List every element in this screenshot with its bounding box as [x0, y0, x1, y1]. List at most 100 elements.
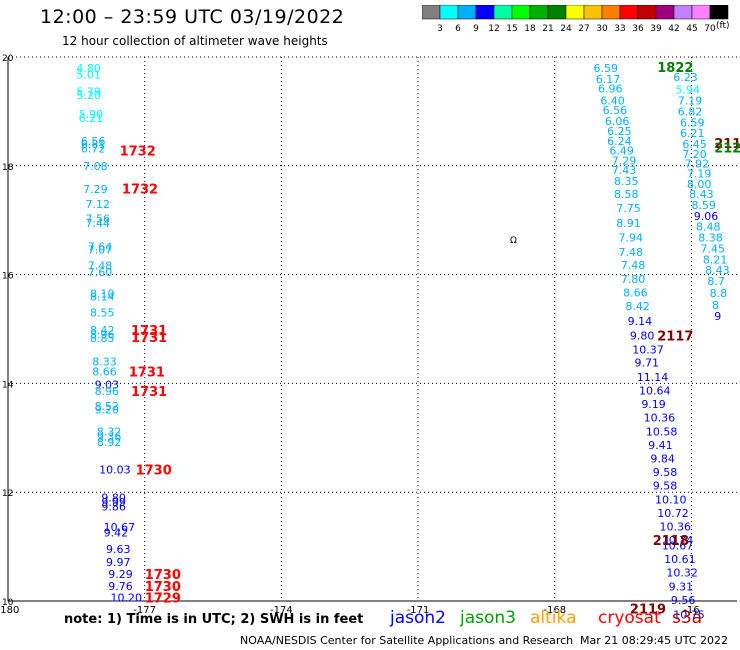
wave-height-label: 5.90 [79, 108, 104, 121]
pass-time-label: 1731 [131, 324, 167, 339]
wave-height-label: 6.40 [600, 95, 625, 108]
wave-height-label: 6.25 [607, 125, 632, 138]
colorbar-legend: 3 6 9 12 15 18 21 24 27 30 33 36 39 42 45 70 [422, 5, 729, 34]
colorbar-tick-label: 18 [524, 24, 536, 34]
colorbar-tick-label: 15 [506, 24, 517, 34]
wave-height-label: 10.75 [673, 609, 705, 622]
wave-height-label: 8.96 [95, 385, 120, 398]
wave-height-label: 5.79 [76, 85, 101, 98]
wave-height-label: 7.45 [701, 242, 726, 255]
colorbar-tick-label: 9 [473, 24, 479, 34]
wave-height-label: 9.86 [101, 500, 126, 513]
chart-title: 12:00 – 23:59 UTC 03/19/2022 [40, 6, 345, 28]
wave-height-label: 9.76 [108, 580, 133, 593]
island-marker: Ω [510, 236, 517, 246]
wave-height-label: 8.8 [710, 287, 728, 300]
wave-height-label: 9 [714, 310, 721, 323]
wave-height-label: 6.21 [79, 112, 104, 125]
pass-time-label: 1822 [657, 61, 693, 76]
colorbar-swatch [709, 5, 729, 20]
wave-height-label: 7.60 [88, 266, 113, 279]
wave-height-label: 9.97 [106, 556, 131, 569]
y-tick-label: 18 [2, 163, 14, 173]
wave-height-label: 7.19 [687, 167, 712, 180]
wave-height-label: 8.00 [687, 178, 712, 191]
wave-height-label: 7.08 [83, 160, 108, 173]
wave-height-label: 7.94 [619, 232, 644, 245]
x-tick-label: -171 [407, 605, 430, 616]
wave-height-label: 8.91 [616, 217, 641, 230]
wave-height-label: 8.10 [90, 288, 115, 301]
pass-time-label: 2119 [630, 603, 666, 618]
wave-height-label: 4.80 [76, 62, 101, 75]
wave-height-label: 9.84 [650, 452, 675, 465]
legend-cryosat: cryosat [598, 608, 661, 628]
wave-height-label: 7.29 [83, 183, 108, 196]
y-tick-label: 12 [2, 489, 13, 499]
wave-height-label: 7.80 [621, 273, 646, 286]
wave-height-label: 7.64 [88, 240, 113, 253]
chart-subtitle: 12 hour collection of altimeter wave hei… [62, 34, 328, 48]
wave-height-label: 5.20 [76, 89, 101, 102]
wave-height-label: 11.14 [637, 371, 669, 384]
wave-height-label: 8 [712, 299, 719, 312]
wave-height-label: 7.92 [685, 158, 710, 171]
wave-height-label: 7.29 [612, 154, 637, 167]
x-tick-label: -180 [0, 605, 19, 616]
wave-height-label: 8.85 [90, 332, 115, 345]
colorbar-tick-label: 6 [455, 24, 461, 34]
pass-time-label: 1730 [145, 568, 181, 583]
wave-height-label: 7.75 [616, 202, 641, 215]
wave-height-label: 8.33 [92, 356, 117, 369]
wave-height-label: 8.48 [696, 221, 721, 234]
wave-height-label: 10.58 [646, 425, 678, 438]
pass-time-label: 1732 [122, 183, 158, 198]
wave-height-label: 6.45 [682, 138, 707, 151]
wave-height-label: 8.43 [689, 188, 714, 201]
wave-height-label: 9.58 [653, 466, 678, 479]
wave-height-label: 10.64 [639, 384, 671, 397]
wave-height-label: 9.29 [108, 568, 133, 581]
y-tick-label: 16 [2, 272, 14, 282]
colorbar-tick-label: 12 [488, 24, 499, 34]
colorbar-tick-label: 24 [560, 24, 572, 34]
wave-height-label: 8.38 [698, 232, 723, 245]
colorbar-tick-label: 33 [614, 24, 625, 34]
wave-height-label: 10.67 [662, 540, 694, 553]
wave-height-label: 7.48 [88, 259, 113, 272]
y-tick-label: 20 [2, 54, 14, 64]
wave-height-label: 6.56 [81, 135, 106, 148]
footer-note: note: 1) Time is in UTC; 2) SWH is in fe… [64, 612, 364, 627]
wave-height-label: 10.61 [664, 553, 696, 566]
wave-height-label: 8.59 [691, 199, 716, 212]
wave-height-label: 9.14 [628, 315, 653, 328]
wave-height-label: 8.92 [97, 436, 122, 449]
wave-height-label: 8.66 [92, 365, 117, 378]
wave-height-label: 8.55 [90, 307, 115, 320]
colorbar-unit: (ft) [716, 21, 730, 31]
wave-height-label: 7.44 [85, 217, 110, 230]
colorbar-tick-label: 3 [437, 24, 443, 34]
wave-height-label: 8.32 [97, 425, 122, 438]
wave-height-label: 6.96 [598, 83, 623, 96]
wave-height-label: 9.99 [101, 496, 126, 509]
wave-height-label: 9.63 [106, 543, 131, 556]
pass-time-label: 2118 [714, 137, 740, 152]
wave-height-label: 7.48 [619, 246, 644, 259]
pass-time-label: 1729 [145, 592, 181, 607]
legend-jason2: jason2 [390, 608, 446, 628]
colorbar-tick-label: 39 [650, 24, 662, 34]
footer-credit: NOAA/NESDIS Center for Satellite Applica… [240, 634, 574, 647]
wave-height-label: 10.37 [632, 344, 664, 357]
wave-height-label: 9.80 [630, 330, 655, 343]
x-tick-label: -177 [133, 605, 156, 616]
pass-time-label: 2118 [653, 534, 689, 549]
pass-time-label: 1731 [131, 385, 167, 400]
wave-height-label: 7.48 [621, 259, 646, 272]
wave-height-label: 8.7 [707, 275, 725, 288]
wave-height-label: 6.21 [680, 127, 705, 140]
pass-time-label: 1732 [120, 145, 156, 160]
wave-height-label: 7.07 [88, 244, 113, 257]
x-tick-label: -168 [543, 605, 566, 616]
colorbar-tick-label: 45 [686, 24, 697, 34]
